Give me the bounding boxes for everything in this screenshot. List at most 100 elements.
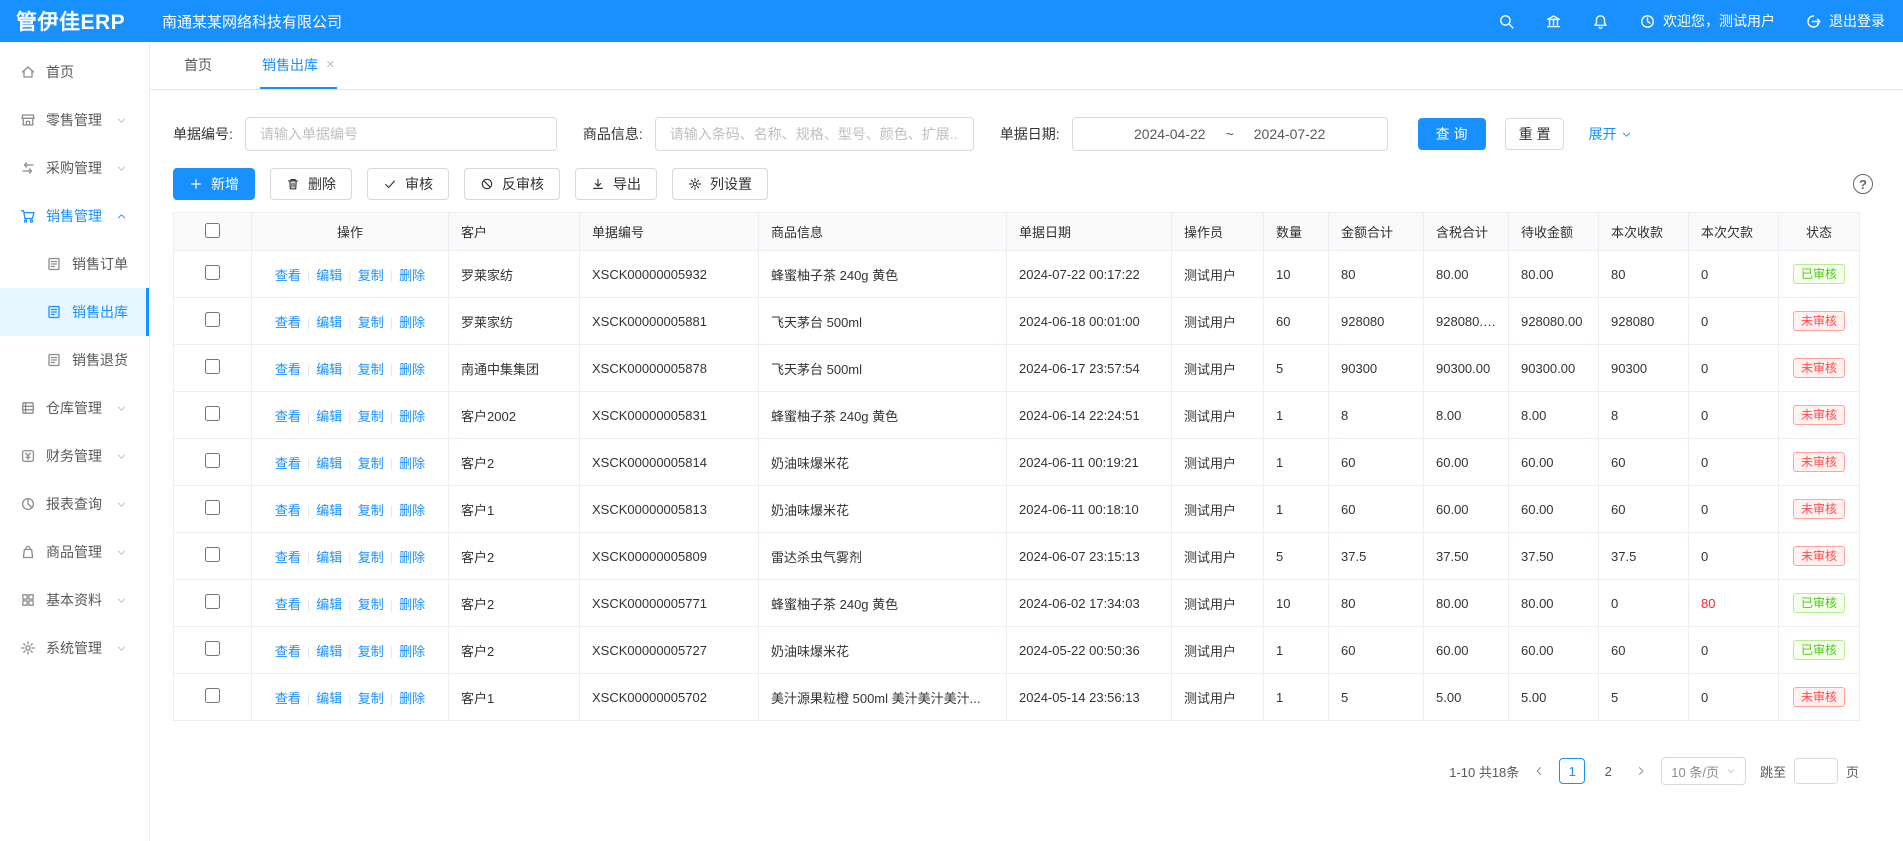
op-copy-link[interactable]: 复制 xyxy=(357,596,384,612)
op-delete-link[interactable]: 删除 xyxy=(399,267,426,283)
sidebar-item-report[interactable]: 报表查询 xyxy=(0,480,149,528)
sidebar-item-finance[interactable]: 财务管理 xyxy=(0,432,149,480)
op-delete-link[interactable]: 删除 xyxy=(399,314,426,330)
expand-filters-link[interactable]: 展开 xyxy=(1588,124,1632,144)
op-view-link[interactable]: 查看 xyxy=(274,314,301,330)
op-copy-link[interactable]: 复制 xyxy=(357,455,384,471)
cell-amount: 90300 xyxy=(1328,344,1424,392)
op-view-link[interactable]: 查看 xyxy=(274,455,301,471)
op-copy-link[interactable]: 复制 xyxy=(357,361,384,377)
welcome-user[interactable]: 欢迎您，测试用户 xyxy=(1639,11,1775,31)
row-checkbox[interactable] xyxy=(205,688,220,703)
sidebar-item-label: 销售订单 xyxy=(72,256,128,272)
op-view-link[interactable]: 查看 xyxy=(274,502,301,518)
op-delete-link[interactable]: 删除 xyxy=(399,455,426,471)
op-separator: | xyxy=(389,549,394,565)
op-delete-link[interactable]: 删除 xyxy=(399,361,426,377)
help-icon[interactable]: ? xyxy=(1853,174,1873,194)
op-edit-link[interactable]: 编辑 xyxy=(316,502,343,518)
filter-bar: 单据编号: 商品信息: 单据日期: 2024-04-22 ~ 2024-07-2… xyxy=(173,117,1873,151)
op-edit-link[interactable]: 编辑 xyxy=(316,267,343,283)
date-start-value[interactable]: 2024-04-22 xyxy=(1133,126,1206,142)
sidebar-item-home[interactable]: 首页 xyxy=(0,48,149,96)
op-edit-link[interactable]: 编辑 xyxy=(316,455,343,471)
row-checkbox[interactable] xyxy=(205,265,220,280)
search-button[interactable]: 查 询 xyxy=(1417,118,1486,150)
sidebar-item-purchase[interactable]: 采购管理 xyxy=(0,144,149,192)
bell-icon[interactable] xyxy=(1592,13,1609,30)
columns-button[interactable]: 列设置 xyxy=(672,168,768,200)
op-copy-link[interactable]: 复制 xyxy=(357,267,384,283)
row-checkbox[interactable] xyxy=(205,641,220,656)
reset-button[interactable]: 重 置 xyxy=(1504,118,1565,150)
op-edit-link[interactable]: 编辑 xyxy=(316,643,343,659)
op-copy-link[interactable]: 复制 xyxy=(357,549,384,565)
sidebar-item-system[interactable]: 系统管理 xyxy=(0,624,149,672)
sidebar-item-basic[interactable]: 基本资料 xyxy=(0,576,149,624)
op-edit-link[interactable]: 编辑 xyxy=(316,408,343,424)
op-view-link[interactable]: 查看 xyxy=(274,408,301,424)
date-end-value[interactable]: 2024-07-22 xyxy=(1253,126,1326,142)
page-size-select[interactable]: 10 条/页 xyxy=(1661,757,1746,785)
product-info-input[interactable] xyxy=(667,125,961,143)
op-view-link[interactable]: 查看 xyxy=(274,596,301,612)
prev-page-icon[interactable] xyxy=(1533,765,1545,777)
unaudit-button[interactable]: 反审核 xyxy=(464,168,560,200)
select-all-checkbox[interactable] xyxy=(205,222,220,238)
row-checkbox[interactable] xyxy=(205,500,220,515)
row-checkbox[interactable] xyxy=(205,312,220,327)
op-edit-link[interactable]: 编辑 xyxy=(316,596,343,612)
op-delete-link[interactable]: 删除 xyxy=(399,643,426,659)
op-view-link[interactable]: 查看 xyxy=(274,643,301,659)
export-button[interactable]: 导出 xyxy=(575,168,657,200)
row-checkbox[interactable] xyxy=(205,453,220,468)
op-edit-link[interactable]: 编辑 xyxy=(316,314,343,330)
op-delete-link[interactable]: 删除 xyxy=(399,690,426,706)
op-delete-link[interactable]: 删除 xyxy=(399,596,426,612)
op-view-link[interactable]: 查看 xyxy=(274,690,301,706)
tab-home[interactable]: 首页 xyxy=(182,42,214,89)
op-delete-link[interactable]: 删除 xyxy=(399,408,426,424)
date-range-picker[interactable]: 2024-04-22 ~ 2024-07-22 xyxy=(1071,117,1388,151)
close-icon[interactable]: × xyxy=(326,56,335,73)
op-view-link[interactable]: 查看 xyxy=(274,549,301,565)
search-icon[interactable] xyxy=(1498,13,1515,30)
op-copy-link[interactable]: 复制 xyxy=(357,643,384,659)
doc-no-input[interactable] xyxy=(257,125,544,143)
op-copy-link[interactable]: 复制 xyxy=(357,690,384,706)
op-copy-link[interactable]: 复制 xyxy=(357,502,384,518)
tab-sales-out[interactable]: 销售出库 × xyxy=(260,42,337,89)
bank-icon[interactable] xyxy=(1545,13,1562,30)
next-page-icon[interactable] xyxy=(1635,765,1647,777)
op-edit-link[interactable]: 编辑 xyxy=(316,690,343,706)
page-number-1[interactable]: 1 xyxy=(1559,758,1586,784)
company-name: 南通某某网络科技有限公司 xyxy=(162,13,343,31)
sidebar-item-sales-out[interactable]: 销售出库 xyxy=(0,288,149,336)
sidebar-item-warehouse[interactable]: 仓库管理 xyxy=(0,384,149,432)
cell-amount: 80 xyxy=(1328,579,1424,627)
op-edit-link[interactable]: 编辑 xyxy=(316,361,343,377)
sidebar-item-sales-order[interactable]: 销售订单 xyxy=(0,240,149,288)
logout-button[interactable]: 退出登录 xyxy=(1805,11,1885,31)
op-view-link[interactable]: 查看 xyxy=(274,361,301,377)
delete-button[interactable]: 删除 xyxy=(270,168,352,200)
jump-page-input[interactable] xyxy=(1793,758,1838,784)
op-copy-link[interactable]: 复制 xyxy=(357,408,384,424)
op-copy-link[interactable]: 复制 xyxy=(357,314,384,330)
sidebar-item-sales-return[interactable]: 销售退货 xyxy=(0,336,149,384)
sidebar-item-retail[interactable]: 零售管理 xyxy=(0,96,149,144)
sidebar-item-goods[interactable]: 商品管理 xyxy=(0,528,149,576)
row-checkbox[interactable] xyxy=(205,594,220,609)
cell-customer: 客户2 xyxy=(448,532,580,580)
row-checkbox[interactable] xyxy=(205,406,220,421)
audit-button[interactable]: 审核 xyxy=(367,168,449,200)
op-delete-link[interactable]: 删除 xyxy=(399,549,426,565)
add-button[interactable]: 新增 xyxy=(173,168,255,200)
op-delete-link[interactable]: 删除 xyxy=(399,502,426,518)
page-number-2[interactable]: 2 xyxy=(1604,763,1612,779)
row-checkbox[interactable] xyxy=(205,359,220,374)
op-edit-link[interactable]: 编辑 xyxy=(316,549,343,565)
row-checkbox[interactable] xyxy=(205,547,220,562)
sidebar-item-sales[interactable]: 销售管理 xyxy=(0,192,149,240)
op-view-link[interactable]: 查看 xyxy=(274,267,301,283)
